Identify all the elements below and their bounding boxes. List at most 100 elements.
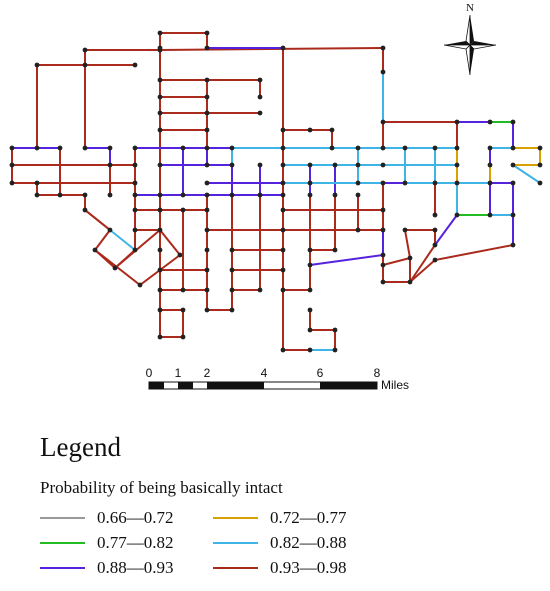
network-node xyxy=(380,162,386,168)
pipe-segment xyxy=(109,229,136,251)
pipe-segment xyxy=(512,164,541,184)
network-node xyxy=(9,162,15,168)
pipe-segment xyxy=(283,164,311,195)
pipe-segment xyxy=(283,250,311,291)
network-node xyxy=(180,192,186,198)
network-node xyxy=(487,212,493,218)
network-node xyxy=(510,242,516,248)
network-node xyxy=(204,180,210,186)
scale-bar: 0 1 2 4 6 8 Miles xyxy=(146,366,409,392)
network-node xyxy=(280,192,286,198)
network-node xyxy=(229,287,235,293)
network-node xyxy=(487,119,493,125)
network-node xyxy=(9,180,15,186)
network-node xyxy=(537,162,543,168)
network-node xyxy=(307,180,313,186)
network-node xyxy=(229,162,235,168)
network-node xyxy=(510,212,516,218)
legend-item-5: 0.93—0.98 xyxy=(213,558,347,578)
network-node xyxy=(510,119,516,125)
network-nodes xyxy=(9,30,543,353)
network-node xyxy=(380,69,386,75)
network-node xyxy=(329,127,335,133)
network-node xyxy=(432,242,438,248)
network-node xyxy=(229,145,235,151)
legend-item-1: 0.72—0.77 xyxy=(213,508,347,528)
network-node xyxy=(280,207,286,213)
network-node xyxy=(432,227,438,233)
network-node xyxy=(157,192,163,198)
network-node xyxy=(137,282,143,288)
network-node xyxy=(132,247,138,253)
legend-title: Legend xyxy=(40,432,121,462)
network-node xyxy=(157,247,163,253)
legend-item-2: 0.77—0.82 xyxy=(40,533,174,553)
network-node xyxy=(132,227,138,233)
network-node xyxy=(180,207,186,213)
network-node xyxy=(204,30,210,36)
network-node xyxy=(157,307,163,313)
network-node xyxy=(432,145,438,151)
network-node xyxy=(82,47,88,53)
network-node xyxy=(307,262,313,268)
legend-item-label: 0.82—0.88 xyxy=(270,533,347,552)
network-node xyxy=(380,119,386,125)
network-node xyxy=(355,145,361,151)
pipe-segment xyxy=(456,148,490,216)
network-node xyxy=(280,127,286,133)
network-node xyxy=(355,180,361,186)
legend-item-label: 0.88—0.93 xyxy=(97,558,174,577)
pipe-segment xyxy=(206,148,233,195)
network-node xyxy=(132,192,138,198)
network-node xyxy=(132,162,138,168)
legend-item-0: 0.66—0.72 xyxy=(40,508,174,528)
network-node xyxy=(380,145,386,151)
pipe-segment xyxy=(160,32,208,48)
network-node xyxy=(454,145,460,151)
network-node xyxy=(454,162,460,168)
north-label: N xyxy=(466,2,474,14)
network-node xyxy=(157,30,163,36)
network-node xyxy=(432,257,438,263)
network-node xyxy=(510,145,516,151)
network-node xyxy=(107,162,113,168)
pipe-network xyxy=(11,32,541,351)
pipe-segment xyxy=(85,147,111,165)
pipe-segment xyxy=(383,121,458,148)
network-node xyxy=(157,127,163,133)
pipe-segment xyxy=(434,214,458,246)
network-node xyxy=(204,247,210,253)
network-node xyxy=(157,110,163,116)
network-node xyxy=(204,110,210,116)
network-node xyxy=(307,327,313,333)
legend-swatch xyxy=(213,542,258,544)
legend-swatch xyxy=(213,517,258,519)
network-node xyxy=(107,192,113,198)
network-node xyxy=(402,180,408,186)
network-node xyxy=(355,192,361,198)
legend-subtitle: Probability of being basically intact xyxy=(40,478,283,497)
network-node xyxy=(307,347,313,353)
network-node xyxy=(537,180,543,186)
network-node xyxy=(229,267,235,273)
pipe-segment xyxy=(282,195,336,351)
pipe-segment xyxy=(206,195,232,311)
network-node xyxy=(204,77,210,83)
network-node xyxy=(380,227,386,233)
network-node xyxy=(280,180,286,186)
network-node xyxy=(34,62,40,68)
network-node xyxy=(157,45,163,51)
legend-item-label: 0.93—0.98 xyxy=(270,558,347,577)
network-node xyxy=(204,94,210,100)
network-node xyxy=(132,207,138,213)
network-node xyxy=(257,110,263,116)
network-node xyxy=(204,45,210,51)
pipe-segment xyxy=(159,250,184,338)
network-node xyxy=(107,145,113,151)
network-node xyxy=(307,162,313,168)
network-node xyxy=(204,307,210,313)
legend-swatch xyxy=(40,542,85,544)
network-node xyxy=(229,247,235,253)
network-node xyxy=(107,227,113,233)
network-node xyxy=(432,180,438,186)
